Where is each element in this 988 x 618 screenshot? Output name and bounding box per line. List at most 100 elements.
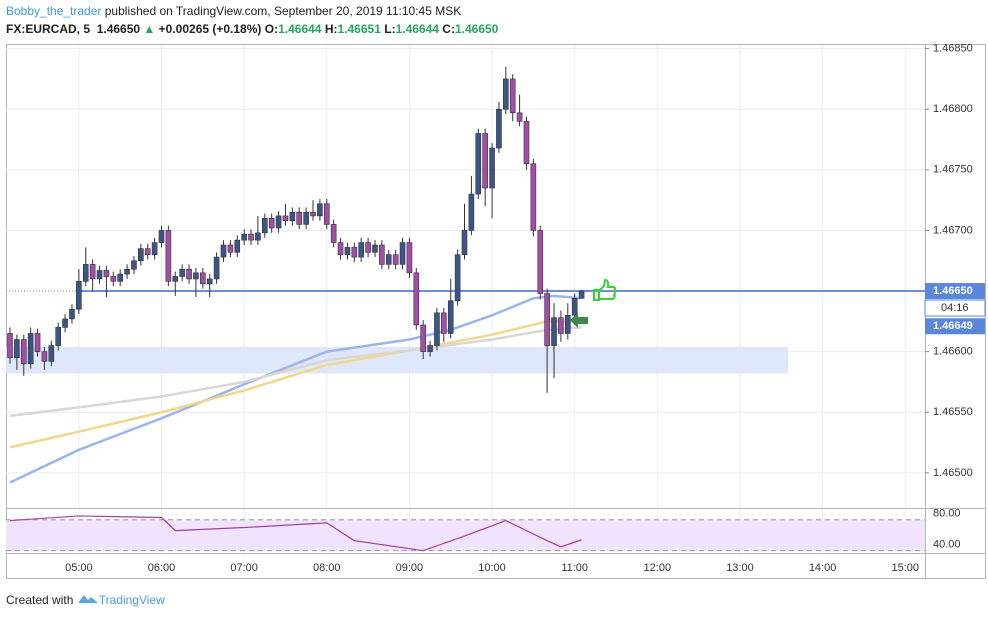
candle-body — [337, 242, 344, 255]
candle-body — [496, 108, 502, 149]
candle-body — [544, 293, 550, 346]
candle-body — [275, 215, 282, 229]
countdown: 04:16 — [941, 302, 969, 314]
candle-body — [399, 242, 406, 265]
o-label: O: — [264, 22, 279, 36]
candle-body — [20, 339, 27, 365]
y-tick-label: 1.46850 — [933, 43, 973, 55]
candle-body — [158, 230, 165, 243]
moving-average — [9, 294, 582, 484]
h-label: H: — [324, 22, 338, 36]
candle-body — [454, 254, 461, 302]
candle-body — [475, 133, 482, 195]
created: Created with — [6, 593, 74, 607]
candle-body — [468, 193, 475, 231]
candle-body — [413, 272, 420, 326]
frame — [6, 44, 986, 579]
candle-body — [241, 233, 247, 241]
c: 1.46650 — [454, 22, 499, 36]
candle-body — [516, 112, 523, 122]
candle-body — [76, 281, 82, 310]
x-tick-label: 05:00 — [65, 562, 93, 574]
y-tick-label: 1.46800 — [933, 103, 973, 115]
candle-body — [96, 270, 103, 280]
candle-body — [27, 333, 34, 365]
x-tick-label: 15:00 — [891, 562, 919, 574]
x-tick-label: 08:00 — [313, 562, 341, 574]
candle-body — [151, 242, 158, 255]
candle-body — [365, 242, 371, 253]
price-label-box — [925, 318, 985, 335]
tv-logo — [77, 595, 98, 603]
candle-body — [255, 232, 261, 241]
grid — [6, 45, 925, 553]
candle-body — [117, 273, 123, 282]
candle-body — [344, 247, 351, 255]
candle-body — [323, 203, 330, 225]
candle-body — [200, 272, 206, 285]
candle-body — [282, 215, 289, 222]
candle-body — [179, 268, 185, 277]
candle-body — [131, 260, 137, 270]
candle-body — [372, 244, 378, 253]
candle-body — [138, 248, 144, 262]
thumb-side-icon — [570, 313, 588, 328]
candle-body — [551, 317, 557, 346]
o: 1.46644 — [278, 22, 322, 36]
candle-body — [55, 327, 62, 346]
candle-body — [48, 345, 55, 362]
candle-body — [558, 317, 564, 334]
candle-body — [447, 300, 454, 334]
header-line-1: Bobby_the_trader published on TradingVie… — [6, 4, 461, 18]
candle-body — [82, 264, 89, 282]
price-label-box — [925, 283, 985, 300]
candle-body — [89, 264, 96, 280]
candle-body — [7, 333, 13, 359]
candle-body — [261, 218, 268, 234]
candle-body — [578, 290, 585, 299]
candle-body — [571, 298, 578, 316]
x-tick-label: 13:00 — [726, 562, 754, 574]
candle-body — [489, 147, 495, 189]
candle-body — [69, 308, 75, 320]
header-line-2: FX:EURCAD, 5 1.46650 ▲ +0.00265 (+0.18%)… — [6, 22, 498, 36]
candle-body — [303, 211, 309, 225]
thumb-up-icon — [593, 278, 616, 301]
moving-average — [9, 320, 582, 449]
candle-body — [124, 268, 130, 275]
candle-body — [427, 345, 433, 352]
candle-body — [206, 278, 213, 285]
brand[interactable]: TradingView — [98, 593, 165, 607]
symbol: FX:EURCAD, 5 — [6, 22, 91, 36]
candle-body — [537, 230, 544, 294]
chart: 05:00 06:00 07:00 08:00 09:00 10:00 11:00 12:00… — [6, 43, 986, 579]
candle-body — [385, 254, 392, 265]
price-label: 1.46650 — [933, 285, 973, 297]
candle-body — [530, 163, 537, 231]
candle-body — [310, 211, 316, 217]
candle-body — [441, 312, 447, 334]
candle-body — [434, 312, 440, 346]
y-tick-label: 1.46600 — [933, 346, 973, 358]
candle-body — [564, 314, 571, 334]
y-tick-label: 1.46500 — [933, 467, 973, 479]
candle-body — [523, 121, 530, 165]
candle-body — [172, 276, 179, 282]
candle-body — [296, 211, 303, 225]
x-tick-label: 11:00 — [561, 562, 588, 574]
candle-body — [289, 211, 296, 222]
candle-body — [103, 270, 110, 277]
author[interactable]: Bobby_the_trader — [6, 4, 102, 18]
y-tick-label: 1.46750 — [933, 164, 973, 176]
candle-body — [62, 318, 68, 328]
candle-body — [220, 244, 227, 258]
candle-body — [406, 242, 413, 274]
candle-body — [482, 133, 488, 189]
candle-body — [330, 224, 337, 243]
y-tick-label: 1.46550 — [933, 406, 973, 418]
candle-body — [213, 256, 220, 280]
candle-body — [110, 276, 117, 282]
h: 1.46651 — [337, 22, 381, 36]
moving-average — [9, 326, 582, 418]
